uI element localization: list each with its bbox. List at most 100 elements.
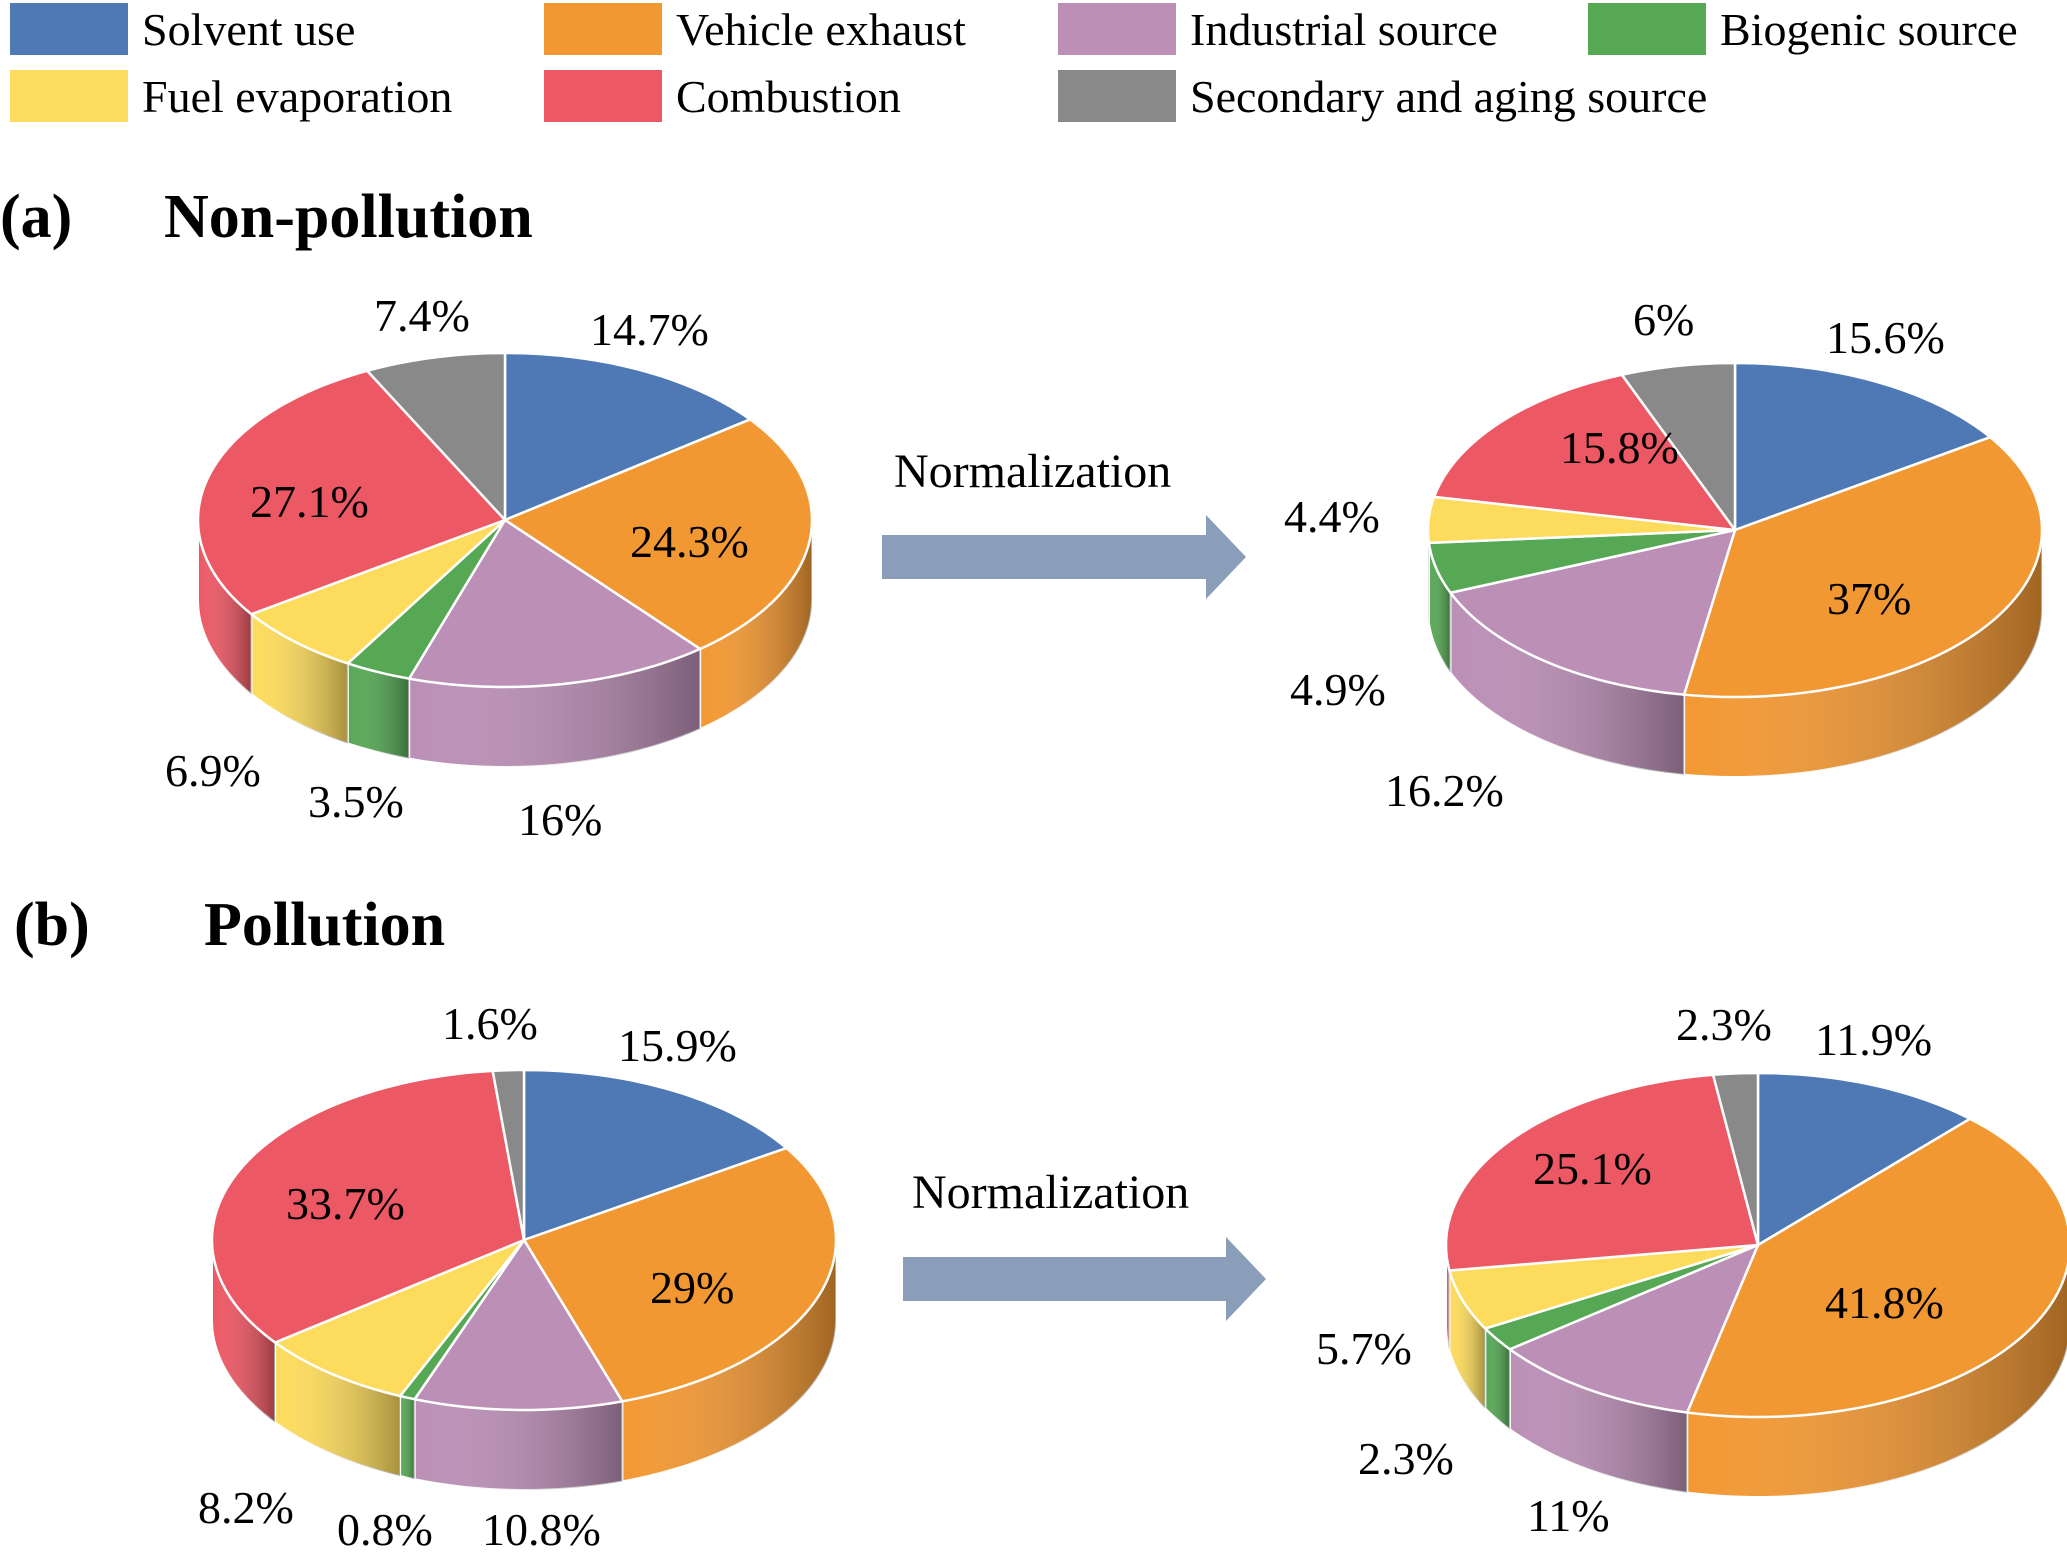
pie-slice-solvent-use [503, 351, 752, 522]
slice-label-combustion: 27.1% [250, 476, 369, 527]
pie-slice-combustion [1432, 373, 1737, 532]
slice-label-fuel-evaporation: 8.2% [198, 1482, 294, 1533]
legend-label-vehicle-exhaust: Vehicle exhaust [676, 4, 966, 55]
pie-slice-solvent-use [522, 1068, 788, 1242]
legend-swatch-fuel-evaporation [10, 70, 128, 122]
pie-side-shade-combustion [198, 520, 252, 695]
normalization-label-b: Normalization [912, 1166, 1189, 1219]
legend-swatch-industrial-source [1058, 3, 1176, 55]
slice-label-solvent-use: 14.7% [590, 304, 709, 355]
normalization-label-a: Normalization [894, 445, 1171, 498]
slice-label-industrial-source: 16.2% [1385, 765, 1504, 816]
slice-label-fuel-evaporation: 4.4% [1284, 491, 1380, 542]
slice-label-biogenic-source: 0.8% [337, 1504, 433, 1555]
pie-slice-fuel-evaporation [273, 1238, 526, 1398]
panel-b-title: Pollution [204, 891, 445, 959]
legend-label-fuel-evaporation: Fuel evaporation [142, 71, 452, 122]
slice-label-industrial-source: 10.8% [482, 1504, 601, 1555]
legend-item-secondary-aging: Secondary and aging source [1058, 70, 1707, 122]
slice-label-industrial-source: 11% [1527, 1490, 1610, 1541]
pie-a-normalized-labels: 15.6% 37% 16.2% 4.9% 4.4% 15.8% 6% [1284, 294, 1945, 816]
pie-slice-vehicle-exhaust [1682, 435, 2044, 699]
slice-label-vehicle-exhaust: 24.3% [630, 516, 749, 567]
legend-item-vehicle-exhaust: Vehicle exhaust [544, 3, 966, 55]
pie-slice-industrial-source [413, 1238, 624, 1412]
pie-side-shade-industrial-source [409, 648, 701, 767]
pie-slice-combustion [1444, 1073, 1760, 1272]
panel-b-letter: (b) [14, 891, 90, 959]
legend-swatch-combustion [544, 70, 662, 122]
slice-label-fuel-evaporation: 6.9% [165, 745, 261, 796]
legend: Solvent use Vehicle exhaust Industrial s… [10, 3, 2018, 122]
slice-label-secondary-aging: 7.4% [374, 290, 470, 341]
pie-side-shade-biogenic-source [1428, 542, 1451, 673]
pie-slice-secondary-aging [1711, 1071, 1760, 1247]
legend-label-industrial-source: Industrial source [1190, 4, 1498, 55]
pie-slice-fuel-evaporation [1448, 1243, 1760, 1330]
legend-swatch-vehicle-exhaust [544, 3, 662, 55]
pie-slice-solvent-use [1733, 361, 1992, 532]
pie-chart-b-normalized [1444, 1071, 2067, 1498]
arrow-icon [903, 1237, 1266, 1321]
pie-slice-combustion [210, 1069, 526, 1344]
pie-side-shade-biogenic-source [347, 663, 410, 759]
slice-label-solvent-use: 11.9% [1815, 1014, 1932, 1065]
panel-a-title: Non-pollution [164, 183, 533, 251]
slice-label-combustion: 33.7% [286, 1178, 405, 1229]
pie-side-shade-fuel-evaporation [1449, 1270, 1486, 1409]
pie-side-shade-fuel-evaporation [1428, 530, 1429, 623]
pie-slice-secondary-aging [365, 351, 507, 522]
pie-side-shade-vehicle-exhaust [700, 520, 812, 729]
slice-label-solvent-use: 15.6% [1826, 312, 1945, 363]
panel-a-letter: (a) [0, 183, 72, 251]
normalization-arrow-a: Normalization [882, 445, 1246, 599]
pie-side-shade-vehicle-exhaust [622, 1240, 836, 1482]
pie-side-shade-industrial-source [1509, 1349, 1688, 1493]
pie-side-walls [211, 1239, 837, 1492]
pie-side-shade-industrial-source [414, 1399, 623, 1490]
slice-label-secondary-aging: 6% [1633, 294, 1694, 345]
slice-label-vehicle-exhaust: 37% [1827, 573, 1911, 624]
legend-swatch-solvent-use [10, 3, 128, 55]
legend-swatch-biogenic-source [1588, 3, 1706, 55]
pie-side-shade-vehicle-exhaust [1687, 1268, 2067, 1497]
slice-label-biogenic-source: 3.5% [308, 776, 404, 827]
arrow-icon [882, 515, 1246, 599]
legend-label-biogenic-source: Biogenic source [1720, 4, 2018, 55]
pie-chart-a-original [196, 351, 814, 768]
pie-slice-secondary-aging [1620, 361, 1737, 532]
pie-side-shade-fuel-evaporation [275, 1342, 401, 1477]
legend-item-fuel-evaporation: Fuel evaporation [10, 70, 452, 122]
pie-slice-biogenic-source [1427, 528, 1737, 595]
pie-b-normalized-labels: 11.9% 41.8% 11% 2.3% 5.7% 25.1% 2.3% [1316, 999, 1944, 1541]
pie-chart-b-original [210, 1068, 838, 1492]
pie-side-shade-biogenic-source [1485, 1328, 1510, 1430]
pie-side-shade-vehicle-exhaust [1684, 530, 2042, 777]
pie-side-walls [1445, 1244, 2067, 1498]
legend-label-secondary-aging: Secondary and aging source [1190, 71, 1707, 122]
pie-slice-industrial-source [1508, 1243, 1760, 1414]
slice-label-secondary-aging: 2.3% [1676, 999, 1772, 1050]
legend-label-combustion: Combustion [676, 71, 901, 122]
legend-item-industrial-source: Industrial source [1058, 3, 1498, 55]
slice-label-vehicle-exhaust: 41.8% [1825, 1277, 1944, 1328]
slice-label-fuel-evaporation: 5.7% [1316, 1323, 1412, 1374]
normalization-arrow-b: Normalization [903, 1166, 1266, 1321]
pie-slice-fuel-evaporation [1426, 495, 1737, 545]
pie-a-original-labels: 14.7% 24.3% 16% 3.5% 6.9% 27.1% 7.4% [165, 290, 749, 845]
pie-slice-industrial-source [1449, 528, 1737, 696]
pie-slice-vehicle-exhaust [1685, 1117, 2067, 1419]
pie-side-shade-biogenic-source [400, 1396, 415, 1480]
pie-slice-fuel-evaporation [250, 518, 507, 665]
pie-chart-a-normalized [1426, 361, 2044, 778]
legend-item-solvent-use: Solvent use [10, 3, 355, 55]
pie-slice-vehicle-exhaust [522, 1146, 838, 1403]
pie-side-walls [197, 519, 813, 768]
pie-slice-secondary-aging [491, 1068, 526, 1242]
legend-label-solvent-use: Solvent use [142, 4, 355, 55]
slice-label-combustion: 25.1% [1533, 1143, 1652, 1194]
slice-label-solvent-use: 15.9% [618, 1020, 737, 1071]
slice-label-biogenic-source: 4.9% [1290, 664, 1386, 715]
slice-label-secondary-aging: 1.6% [442, 998, 538, 1049]
